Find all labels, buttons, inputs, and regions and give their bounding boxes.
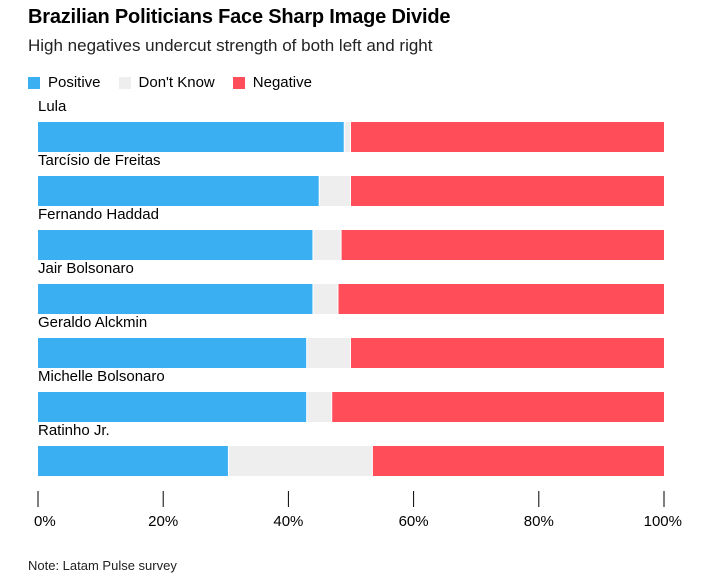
legend-label-positive: Positive [48,74,101,91]
bar-michelle-bolsonaro-negative [332,392,664,422]
legend-item-dont-know: Don't Know [118,74,215,91]
x-tick-label: 0% [34,513,56,530]
bar-ratinho-jr-negative [372,446,664,476]
legend-swatch-negative [232,76,245,89]
bar-lula-dont-know [344,122,350,152]
x-tick-label: 40% [273,513,303,530]
legend-item-negative: Negative [232,74,312,91]
category-label-lula: Lula [38,98,67,115]
x-tick-label: 20% [148,513,178,530]
bar-michelle-bolsonaro-positive [38,392,307,422]
bar-fernando-haddad-positive [38,230,313,260]
legend: Positive Don't Know Negative [28,74,330,91]
bar-geraldo-alckmin-dont-know [307,338,350,368]
category-label-ratinho-jr: Ratinho Jr. [38,422,110,439]
legend-swatch-positive [28,76,40,89]
x-tick-label: 100% [644,513,682,530]
x-tick-label: 80% [524,513,554,530]
bar-geraldo-alckmin-positive [38,338,307,368]
chart-note: Note: Latam Pulse survey [28,558,177,573]
bar-lula-positive [38,122,344,152]
bar-jair-bolsonaro-dont-know [313,284,338,314]
bar-tarcisio-de-freitas-positive [38,176,319,206]
category-label-geraldo-alckmin: Geraldo Alckmin [38,314,147,331]
bar-fernando-haddad-negative [341,230,664,260]
legend-item-positive: Positive [28,74,101,91]
legend-label-dont-know: Don't Know [138,74,215,91]
bar-tarcisio-de-freitas-negative [351,176,664,206]
bar-fernando-haddad-dont-know [313,230,341,260]
legend-swatch-dont-know [118,76,131,89]
category-label-fernando-haddad: Fernando Haddad [38,206,159,223]
bar-ratinho-jr-dont-know [228,446,372,476]
category-label-tarcisio-de-freitas: Tarcísio de Freitas [38,152,161,169]
bar-michelle-bolsonaro-dont-know [307,392,332,422]
bar-jair-bolsonaro-negative [338,284,664,314]
category-label-michelle-bolsonaro: Michelle Bolsonaro [38,368,165,385]
bar-ratinho-jr-positive [38,446,228,476]
chart-title: Brazilian Politicians Face Sharp Image D… [28,6,451,28]
category-label-jair-bolsonaro: Jair Bolsonaro [38,260,134,277]
bar-geraldo-alckmin-negative [351,338,664,368]
bar-jair-bolsonaro-positive [38,284,313,314]
bar-lula-negative [351,122,664,152]
legend-label-negative: Negative [252,74,312,91]
chart-subtitle: High negatives undercut strength of both… [28,36,433,55]
bar-tarcisio-de-freitas-dont-know [319,176,350,206]
x-tick-label: 60% [399,513,429,530]
